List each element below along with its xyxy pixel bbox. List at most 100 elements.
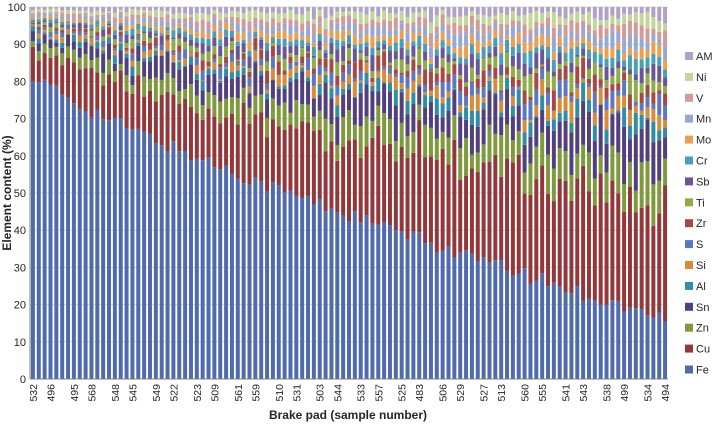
bar-segment-cr xyxy=(48,19,52,22)
bar-segment-s xyxy=(119,36,123,42)
bar-segment-zn xyxy=(365,116,369,146)
bar-segment-mn xyxy=(300,32,304,37)
bar-segment-ti xyxy=(359,53,363,59)
bar-segment-ti xyxy=(382,49,386,51)
bar-segment-zr xyxy=(353,62,357,78)
bar-segment-mn xyxy=(499,36,503,44)
bar-segment-ni xyxy=(201,13,205,20)
bar-segment-zn xyxy=(277,105,281,126)
bar-segment-v xyxy=(265,22,269,29)
bar-segment-ni xyxy=(142,10,146,13)
bar-segment-am xyxy=(376,7,380,16)
bar-segment-al xyxy=(581,82,585,100)
bar-segment-cr xyxy=(136,24,140,28)
bar-segment-mo xyxy=(283,30,287,38)
bar-segment-sb xyxy=(575,55,579,57)
bar-segment-v xyxy=(365,24,369,29)
bar-segment-si xyxy=(534,105,538,115)
bar-segment-si xyxy=(646,107,650,117)
bar-segment-sn xyxy=(277,89,281,106)
bar-segment-v xyxy=(558,24,562,28)
bar-segment-ni xyxy=(376,16,380,22)
bar-segment-ti xyxy=(218,56,222,64)
bar-segment-mn xyxy=(78,17,82,18)
bar-segment-sb xyxy=(60,24,64,27)
bar-segment-sb xyxy=(505,51,509,52)
bar-segment-fe xyxy=(300,198,304,379)
bar-segment-zr xyxy=(201,60,205,71)
bar-segment-sn xyxy=(528,137,532,164)
bar-segment-zr xyxy=(628,94,632,109)
bar-segment-zr xyxy=(324,58,328,67)
bar-segment-fe xyxy=(347,221,351,379)
bar-segment-fe xyxy=(552,283,556,379)
bar-segment-cu xyxy=(195,113,199,158)
bar-segment-si xyxy=(605,110,609,129)
bar-segment-cr xyxy=(312,47,316,56)
bar-segment-mo xyxy=(458,47,462,57)
bar-segment-ti xyxy=(253,37,257,38)
bar-segment-ti xyxy=(417,49,421,65)
bar-segment-cr xyxy=(66,21,70,23)
bar-segment-mn xyxy=(84,15,88,19)
bar-segment-sn xyxy=(634,134,638,191)
bar-segment-mn xyxy=(148,18,152,23)
bar-segment-ni xyxy=(599,20,603,25)
bar-segment-s xyxy=(640,104,644,111)
bar-segment-v xyxy=(31,13,35,16)
bar-segment-zr xyxy=(587,79,591,84)
bar-segment-mo xyxy=(610,48,614,58)
bar-segment-sn xyxy=(318,95,322,111)
bar-segment-ti xyxy=(341,61,345,65)
legend-swatch xyxy=(685,366,693,374)
bar-segment-al xyxy=(411,93,415,104)
bar-segment-cr xyxy=(31,19,35,21)
bar-segment-sn xyxy=(89,47,93,61)
bar-segment-mn xyxy=(587,31,591,41)
bar-segment-sb xyxy=(154,34,158,36)
bar-segment-si xyxy=(189,53,193,56)
bar-segment-zn xyxy=(212,95,216,116)
bar-segment-mo xyxy=(142,23,146,26)
bar-segment-al xyxy=(54,39,58,42)
bar-segment-cr xyxy=(306,42,310,46)
bar-segment-am xyxy=(300,7,304,15)
bar-segment-ti xyxy=(265,62,269,71)
bar-segment-ni xyxy=(423,11,427,18)
bar-segment-mn xyxy=(406,33,410,42)
bar-segment-al xyxy=(207,68,211,74)
bar-segment-zn xyxy=(575,154,579,179)
bar-segment-v xyxy=(43,13,47,14)
bar-segment-v xyxy=(370,19,374,26)
bar-segment-sn xyxy=(388,91,392,118)
bar-segment-mn xyxy=(564,37,568,48)
bar-segment-al xyxy=(575,99,579,118)
x-tick-label: 534 xyxy=(643,384,655,402)
bar-segment-ni xyxy=(31,10,35,13)
bar-segment-sn xyxy=(435,115,439,139)
bar-segment-ni xyxy=(347,11,351,15)
bar-segment-al xyxy=(646,118,650,120)
bar-segment-mo xyxy=(499,44,503,53)
bar-segment-cr xyxy=(154,30,158,33)
bar-segment-zn xyxy=(435,139,439,160)
bar-segment-mn xyxy=(130,20,134,26)
bar-segment-v xyxy=(400,20,404,23)
bar-segment-v xyxy=(546,18,550,29)
bar-segment-si xyxy=(651,109,655,122)
bar-segment-fe xyxy=(37,82,41,379)
bar-segment-cu xyxy=(242,103,246,184)
bar-segment-v xyxy=(564,25,568,37)
bar-segment-mo xyxy=(447,39,451,46)
bar-segment-sb xyxy=(534,53,538,69)
bar-segment-zr xyxy=(411,60,415,72)
bar-segment-zr xyxy=(429,71,433,91)
bar-segment-sb xyxy=(593,62,597,63)
bar-segment-mo xyxy=(552,53,556,60)
bar-segment-cu xyxy=(370,138,374,224)
bar-segment-mo xyxy=(546,37,550,47)
bar-segment-cr xyxy=(265,43,269,51)
bar-segment-zr xyxy=(534,73,538,90)
bar-segment-cu xyxy=(329,141,333,208)
